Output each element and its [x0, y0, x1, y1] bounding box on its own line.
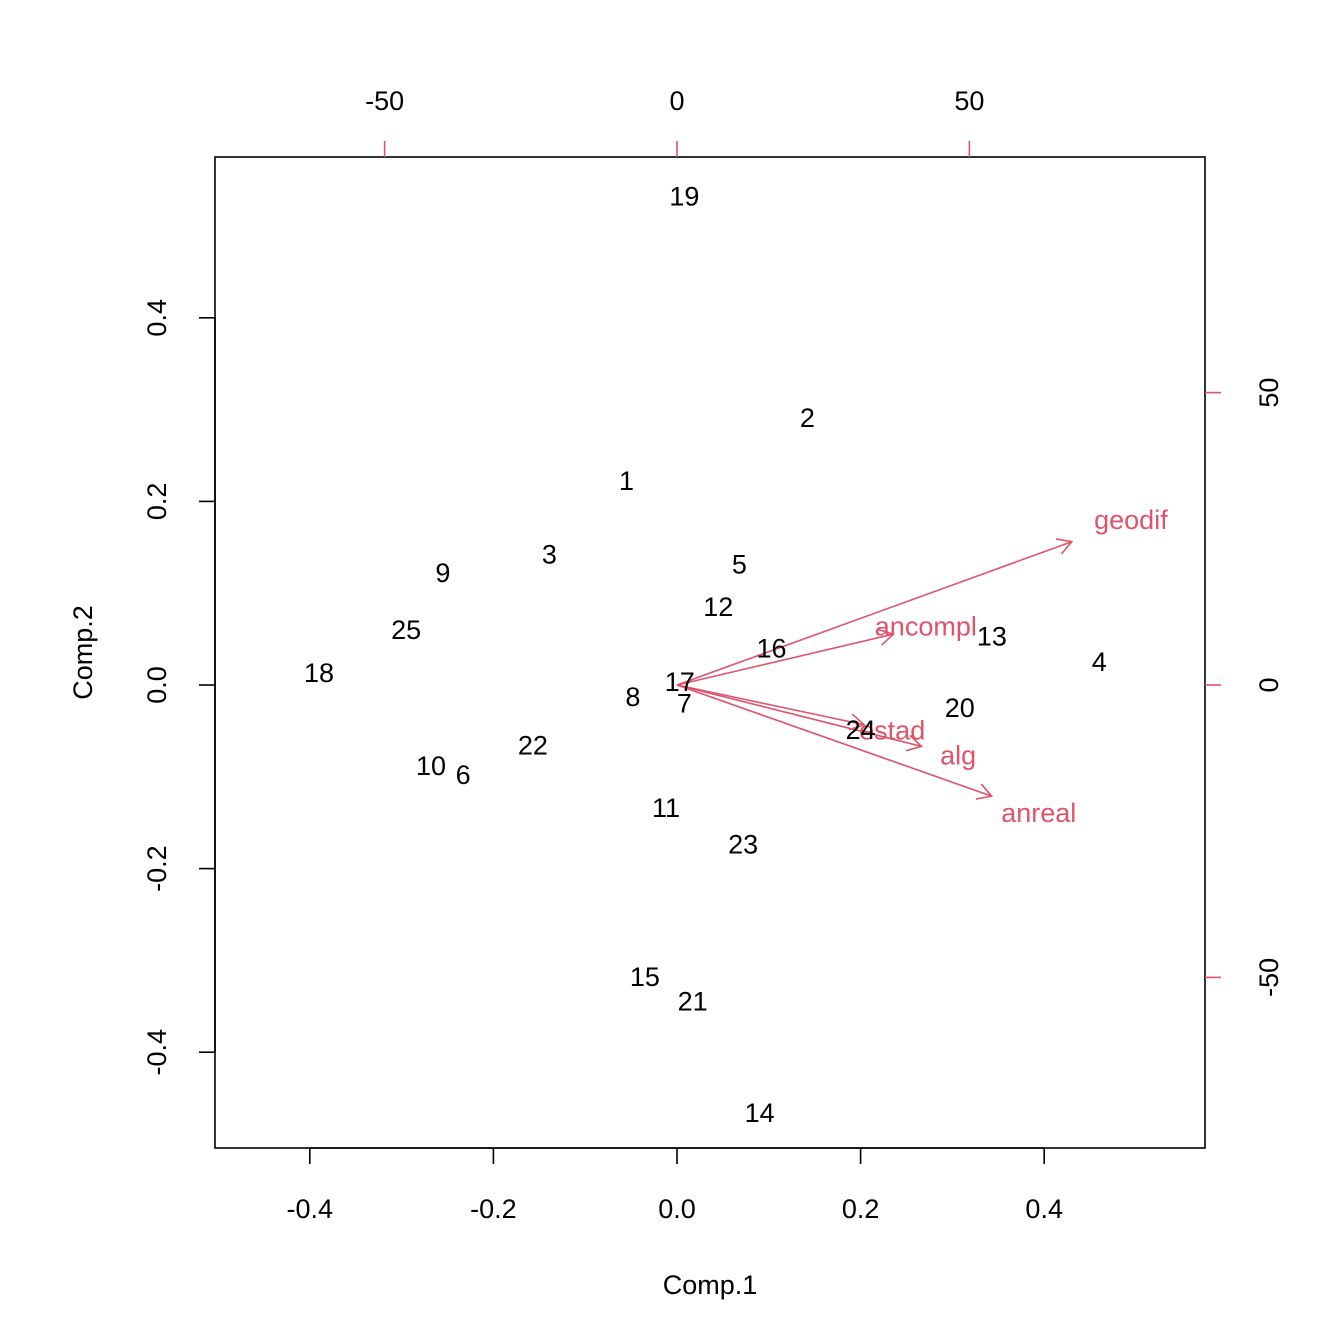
x-tick-label: 0.2 [842, 1194, 880, 1224]
point-label-19: 19 [669, 182, 699, 212]
y-axis-title: Comp.2 [68, 605, 98, 700]
y-axis-left: -0.4 -0.2 0.0 0.2 0.4 [142, 299, 216, 1076]
point-label-22: 22 [518, 731, 548, 761]
point-label-24: 24 [846, 715, 876, 745]
secondary-x-axis-top: -50 0 50 [365, 86, 984, 157]
y-tick-label: 0.2 [142, 483, 172, 521]
x-tick-label: -0.4 [287, 1194, 334, 1224]
loading-arrowhead-ancompl [877, 628, 895, 646]
loading-label-geodif: geodif [1094, 505, 1168, 535]
point-label-14: 14 [745, 1098, 775, 1128]
x-tick-label: -0.2 [470, 1194, 517, 1224]
loading-arrow-anreal [676, 684, 992, 797]
loading-arrows: geodif ancompl alg anreal estad [676, 505, 1168, 828]
point-label-23: 23 [728, 830, 758, 860]
point-label-12: 12 [703, 592, 733, 622]
point-label-5: 5 [732, 550, 747, 580]
x-tick-label: 0.4 [1025, 1194, 1063, 1224]
point-label-2: 2 [800, 403, 815, 433]
loading-arrowhead-alg [905, 734, 923, 752]
point-label-7: 7 [677, 688, 692, 718]
secondary-y-tick-label: 0 [1254, 677, 1284, 692]
loading-label-estad: estad [859, 716, 925, 746]
point-label-16: 16 [757, 633, 787, 663]
secondary-y-tick-label: -50 [1254, 958, 1284, 997]
loading-arrow-ancompl [676, 633, 894, 686]
point-label-9: 9 [435, 558, 450, 588]
point-label-21: 21 [678, 987, 708, 1017]
observation-labels: 1234567891011121314151617181920212223242… [304, 182, 1107, 1128]
loading-arrowhead-estad [848, 713, 866, 731]
point-label-8: 8 [625, 682, 640, 712]
point-label-6: 6 [456, 760, 471, 790]
point-label-18: 18 [304, 658, 334, 688]
point-label-4: 4 [1092, 647, 1107, 677]
secondary-y-axis-right: -50 0 50 [1205, 378, 1284, 997]
loading-arrow-geodif [676, 540, 1072, 686]
loading-label-ancompl: ancompl [875, 611, 977, 641]
point-label-3: 3 [542, 540, 557, 570]
y-tick-label: -0.2 [142, 845, 172, 892]
x-tick-label: 0.0 [658, 1194, 696, 1224]
loading-label-alg: alg [940, 741, 976, 771]
loading-arrow-alg [676, 684, 922, 748]
y-tick-label: 0.0 [142, 666, 172, 704]
point-label-10: 10 [416, 751, 446, 781]
plot-frame [214, 156, 1206, 1149]
point-label-15: 15 [630, 962, 660, 992]
point-label-13: 13 [977, 621, 1007, 651]
point-label-11: 11 [652, 793, 680, 823]
secondary-y-tick-label: 50 [1254, 378, 1284, 408]
point-label-17: 17 [665, 667, 695, 697]
secondary-x-tick-label: 0 [669, 86, 684, 116]
loading-arrowhead-geodif [1055, 538, 1074, 555]
x-axis-bottom: -0.4 -0.2 0.0 0.2 0.4 [287, 1147, 1063, 1224]
y-tick-label: -0.4 [142, 1029, 172, 1076]
secondary-x-tick-label: -50 [365, 86, 404, 116]
x-axis-title: Comp.1 [663, 1270, 758, 1300]
loading-arrowhead-anreal [975, 783, 994, 800]
y-tick-label: 0.4 [142, 299, 172, 337]
loading-label-anreal: anreal [1001, 798, 1076, 828]
secondary-x-tick-label: 50 [954, 86, 984, 116]
point-label-25: 25 [391, 615, 421, 645]
point-label-20: 20 [945, 693, 975, 723]
point-label-1: 1 [619, 466, 634, 496]
loading-arrow-estad [676, 684, 865, 726]
